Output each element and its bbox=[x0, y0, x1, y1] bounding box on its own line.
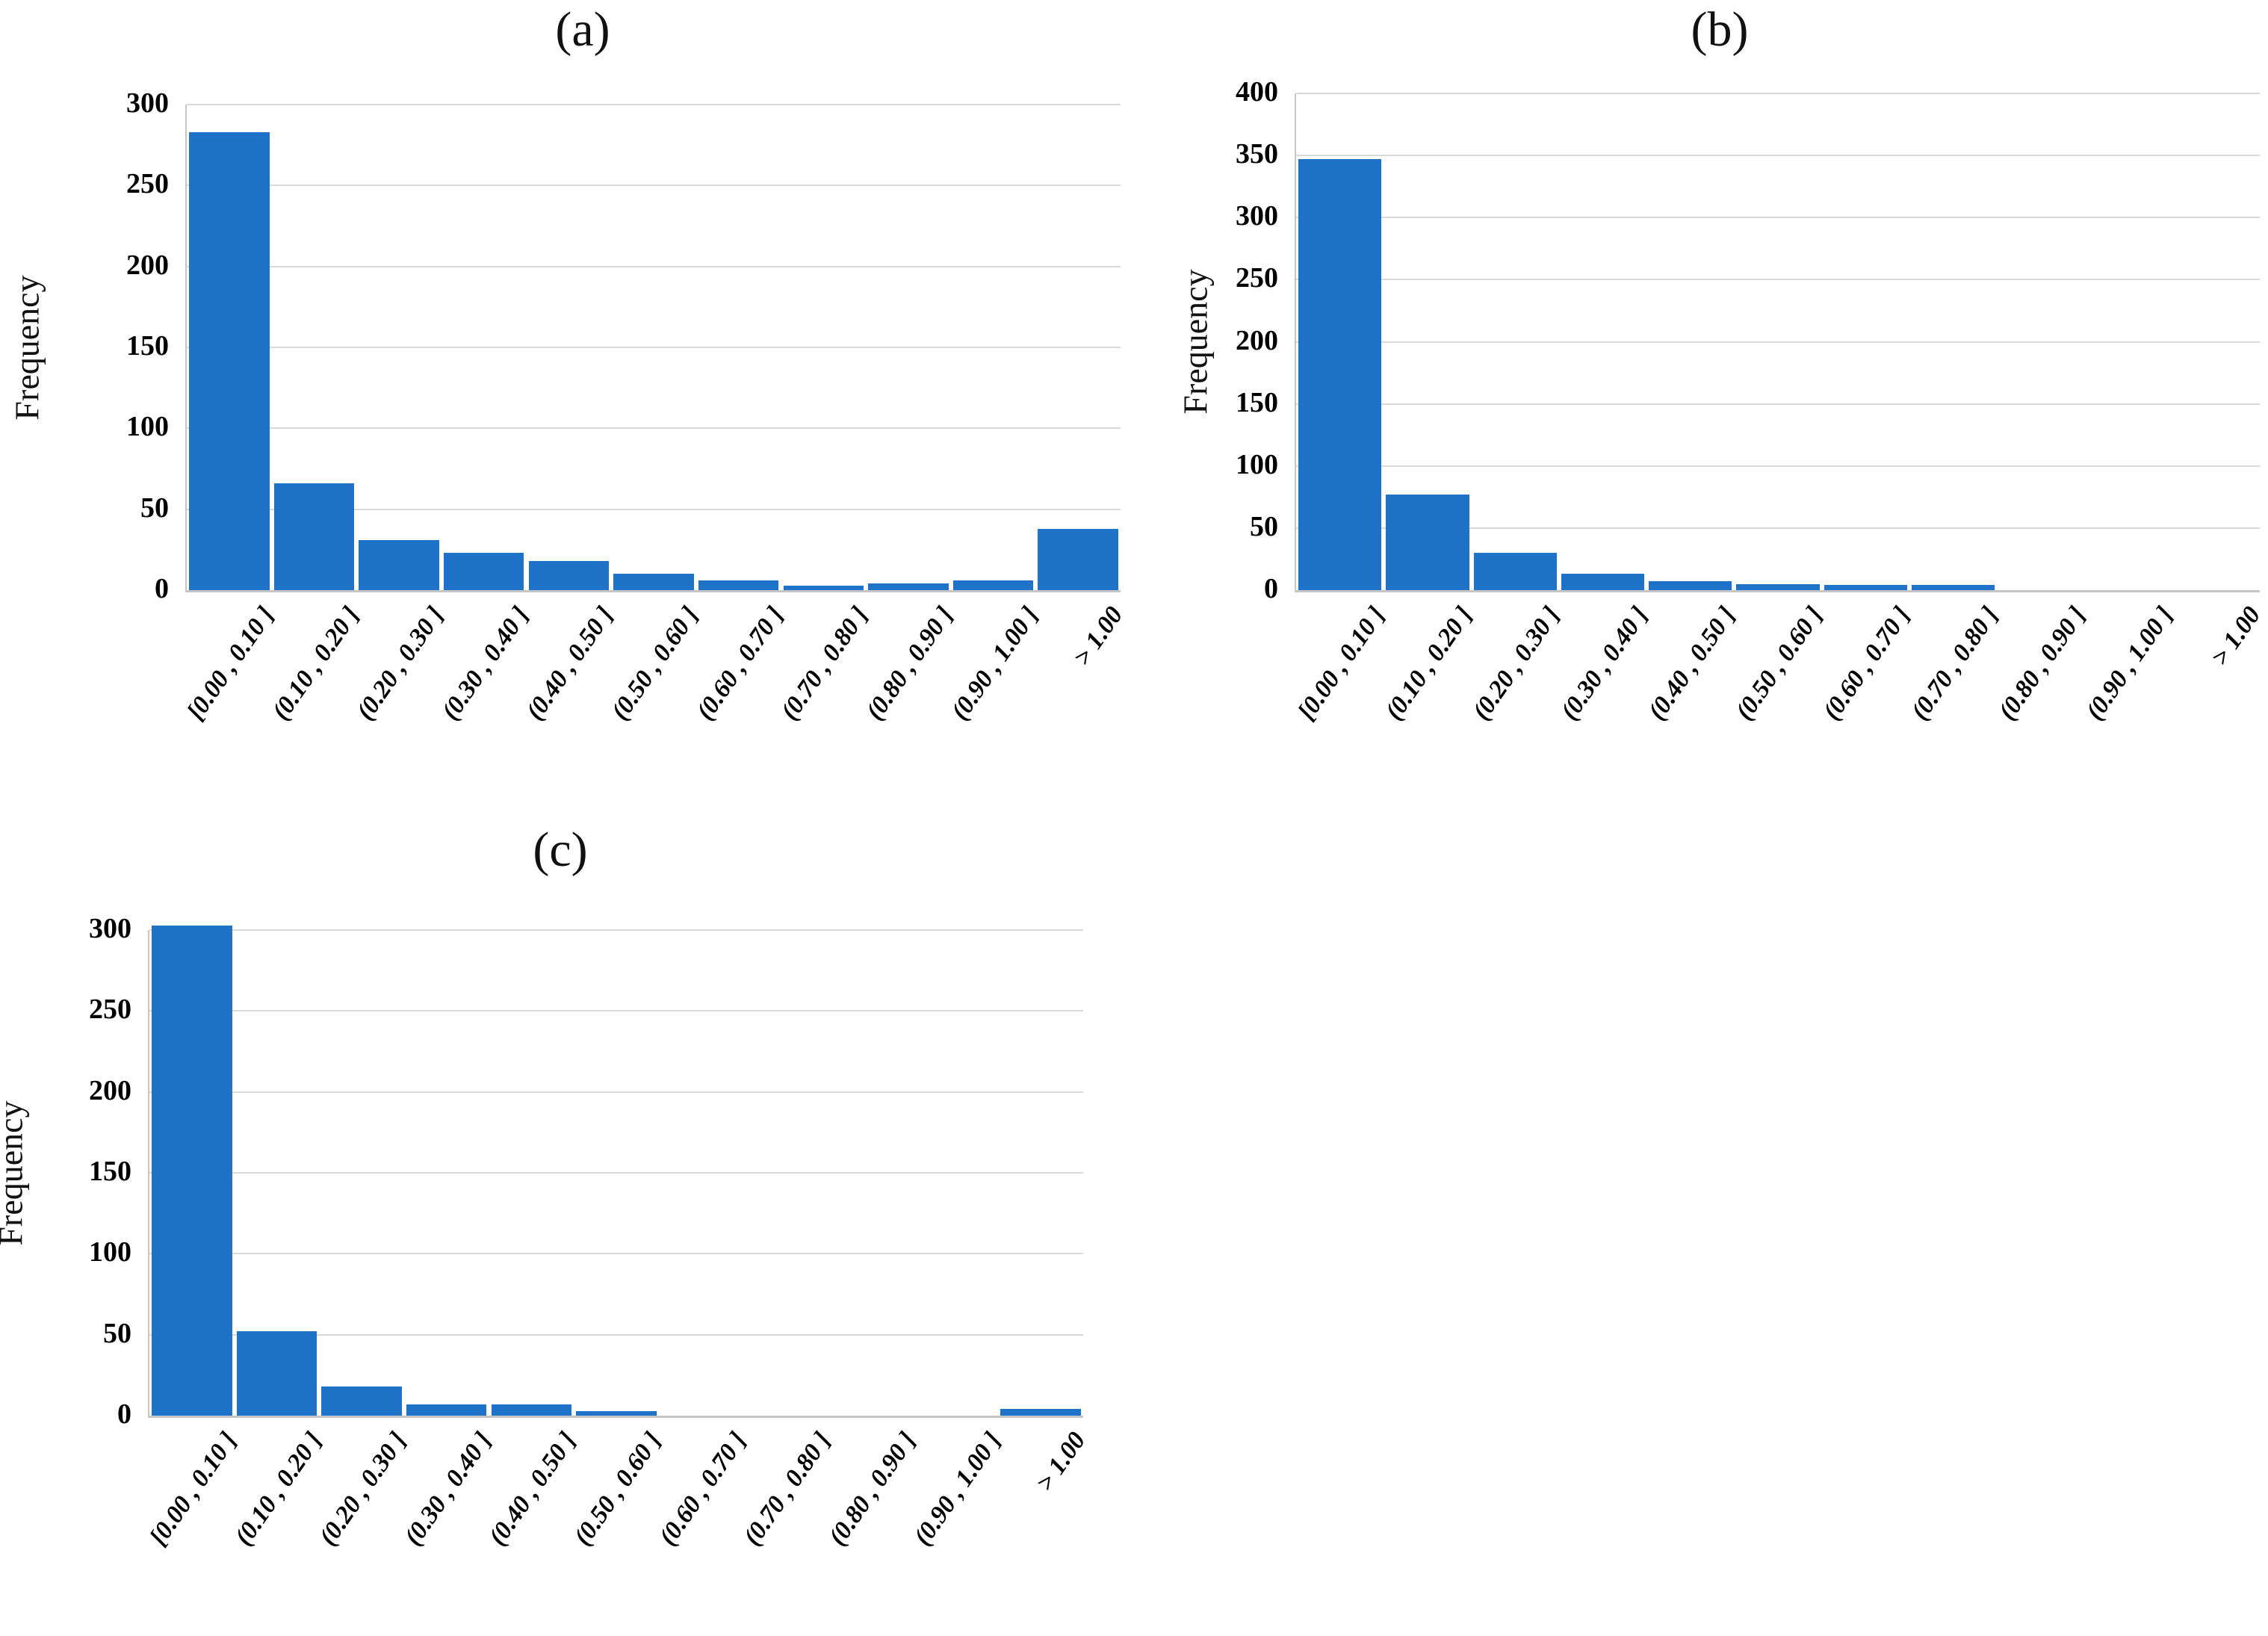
gridline bbox=[187, 427, 1121, 430]
x-axis-line bbox=[185, 590, 1121, 592]
bar bbox=[491, 1404, 572, 1416]
bar bbox=[1386, 495, 1469, 590]
gridline bbox=[1296, 155, 2260, 157]
bar bbox=[576, 1410, 657, 1416]
bar bbox=[613, 574, 694, 590]
y-tick-label: 100 bbox=[126, 411, 169, 443]
y-tick-label: 350 bbox=[1236, 138, 1278, 170]
y-tick-label: 100 bbox=[89, 1236, 131, 1268]
y-axis-line bbox=[185, 105, 187, 592]
gridline bbox=[1296, 93, 2260, 94]
bar bbox=[1298, 159, 1382, 590]
gridline bbox=[149, 1253, 1083, 1255]
y-tick-label: 150 bbox=[89, 1156, 131, 1187]
bar bbox=[189, 131, 270, 590]
bar bbox=[359, 539, 439, 590]
bar bbox=[868, 583, 949, 590]
bar bbox=[698, 580, 779, 590]
bar bbox=[1736, 583, 1820, 590]
bar bbox=[1649, 581, 1732, 590]
bar bbox=[443, 553, 524, 590]
bar bbox=[321, 1386, 402, 1416]
y-tick-label: 200 bbox=[89, 1074, 131, 1106]
gridline bbox=[1296, 279, 2260, 281]
gridline bbox=[187, 265, 1121, 267]
bar bbox=[1561, 574, 1645, 590]
gridline bbox=[1296, 527, 2260, 529]
x-axis-line bbox=[148, 1416, 1083, 1418]
panel-c-title: (c) bbox=[533, 822, 588, 877]
y-tick-label: 50 bbox=[140, 492, 169, 524]
y-tick-label: 400 bbox=[1236, 76, 1278, 108]
gridline bbox=[1296, 217, 2260, 219]
gridline bbox=[149, 1010, 1083, 1012]
bar bbox=[1911, 585, 1995, 591]
gridline bbox=[149, 1091, 1083, 1093]
gridline bbox=[187, 185, 1121, 187]
bar bbox=[236, 1331, 317, 1416]
y-tick-label: 150 bbox=[1236, 386, 1278, 418]
y-tick-label: 300 bbox=[1236, 200, 1278, 232]
gridline bbox=[187, 104, 1121, 105]
bar bbox=[1824, 585, 1907, 591]
bar bbox=[952, 580, 1034, 590]
gridline bbox=[187, 508, 1121, 510]
y-tick-label: 100 bbox=[1236, 448, 1278, 480]
gridline bbox=[1296, 341, 2260, 343]
bar bbox=[1473, 553, 1557, 590]
gridline bbox=[1296, 403, 2260, 405]
y-tick-label: 50 bbox=[1250, 510, 1278, 542]
y-axis-line bbox=[1295, 93, 1296, 592]
y-tick-label: 250 bbox=[89, 994, 131, 1026]
y-axis-line bbox=[148, 930, 149, 1417]
panel-b-title: (b) bbox=[1691, 2, 1749, 57]
y-tick-label: 250 bbox=[126, 168, 169, 200]
bar bbox=[152, 925, 232, 1416]
y-tick-label: 200 bbox=[1236, 324, 1278, 356]
bar bbox=[1000, 1409, 1081, 1416]
panel-a-title: (a) bbox=[555, 2, 610, 57]
bar bbox=[528, 561, 610, 590]
x-axis-line bbox=[1295, 590, 2260, 592]
y-tick-label: 300 bbox=[126, 87, 169, 119]
bar bbox=[406, 1404, 487, 1416]
gridline bbox=[149, 1172, 1083, 1174]
gridline bbox=[1296, 465, 2260, 467]
y-tick-label: 250 bbox=[1236, 262, 1278, 294]
gridline bbox=[149, 1333, 1083, 1336]
bar bbox=[273, 483, 355, 590]
gridline bbox=[187, 347, 1121, 348]
bar bbox=[1038, 528, 1118, 590]
y-tick-label: 50 bbox=[103, 1317, 131, 1349]
y-tick-label: 0 bbox=[155, 573, 169, 604]
gridline bbox=[149, 929, 1083, 931]
y-tick-label: 200 bbox=[126, 249, 169, 281]
bar bbox=[783, 585, 864, 590]
y-tick-label: 0 bbox=[1264, 573, 1278, 604]
y-tick-label: 150 bbox=[126, 330, 169, 362]
y-tick-label: 300 bbox=[89, 913, 131, 944]
y-tick-label: 0 bbox=[117, 1398, 131, 1430]
